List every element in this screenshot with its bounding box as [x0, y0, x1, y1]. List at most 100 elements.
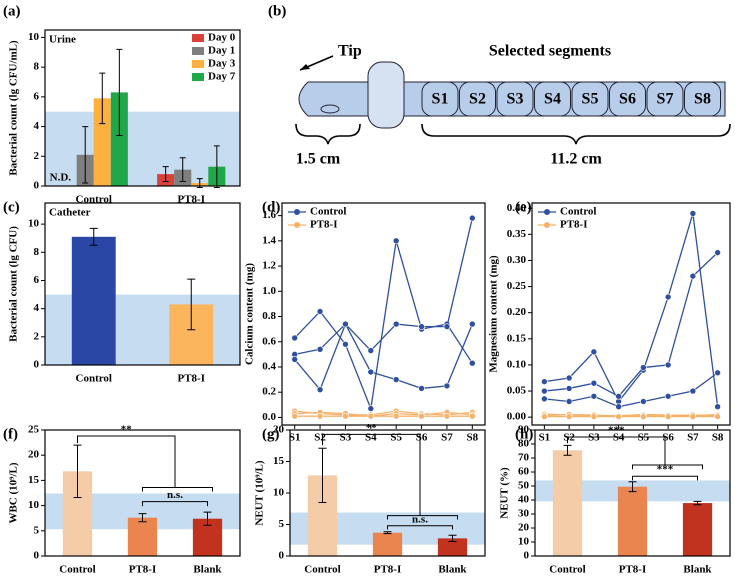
- data-line: [294, 217, 473, 356]
- legend-label: PT8-I: [560, 219, 588, 231]
- legend-swatch: [192, 60, 204, 68]
- y-tick-label: 25: [28, 424, 40, 436]
- x-tick-label: S3: [588, 432, 600, 444]
- x-tick-label: S6: [416, 432, 428, 444]
- subtitle: Catheter: [49, 207, 91, 219]
- data-point: [590, 379, 598, 387]
- segment: [684, 81, 721, 117]
- segment-label: S4: [544, 91, 561, 108]
- subtitle: Urine: [49, 34, 76, 46]
- y-tick-label: 8: [34, 61, 40, 73]
- data-line: [294, 410, 473, 416]
- segment-label: S2: [469, 91, 486, 108]
- x-tick-label: S8: [467, 432, 479, 444]
- tip-hole: [320, 104, 340, 114]
- y-tick-label: 0: [34, 180, 40, 192]
- data-point: [615, 413, 622, 420]
- error-bar: [82, 126, 89, 184]
- data-line: [544, 413, 718, 417]
- plot-frame: [281, 202, 486, 426]
- plot-frame: [44, 429, 241, 557]
- legend-swatch: [192, 47, 204, 55]
- data-point: [714, 403, 721, 411]
- data-line: [294, 240, 473, 412]
- x-tick-label: Blank: [193, 564, 222, 576]
- y-tick-label: 0.0: [262, 411, 276, 423]
- y-tick-label: 0.10: [507, 358, 527, 370]
- segment: [421, 81, 459, 117]
- plot-frame: [44, 29, 241, 187]
- significance-bracket: [322, 433, 458, 520]
- x-tick-label: S2: [314, 432, 326, 444]
- bar: [93, 98, 111, 186]
- y-tick-label: 30: [518, 508, 530, 520]
- data-point: [565, 385, 573, 392]
- error-bar: [203, 511, 212, 526]
- bar: [71, 236, 116, 365]
- bar: [617, 486, 648, 556]
- y-tick-label: 0: [279, 550, 285, 562]
- panel-label: (d): [262, 199, 280, 215]
- significance-bracket: [567, 436, 703, 470]
- y-tick-label: 0.40: [507, 202, 527, 214]
- y-tick-label: 0.20: [507, 306, 527, 318]
- y-axis-label: Calcium content (mg): [244, 263, 256, 365]
- x-tick-label: Control: [304, 564, 340, 576]
- legend-swatch: [192, 34, 204, 42]
- data-point: [418, 323, 425, 330]
- data-point: [664, 361, 672, 369]
- x-tick-label: S7: [441, 432, 453, 444]
- y-tick-label: 1.4: [262, 234, 276, 246]
- data-point: [291, 356, 298, 363]
- segment-label: S8: [694, 91, 711, 108]
- panel-label: (h): [515, 426, 533, 442]
- error-bar: [162, 166, 169, 183]
- tip-length: 1.5 cm: [296, 151, 341, 168]
- data-point: [615, 392, 622, 400]
- data-point: [342, 340, 349, 348]
- data-point: [714, 249, 721, 256]
- segment: [534, 81, 571, 117]
- y-tick-label: 0.30: [507, 254, 527, 266]
- data-point: [469, 412, 476, 420]
- y-tick-label: 0: [34, 550, 40, 562]
- data-point: [469, 320, 476, 328]
- catheter-diagram: (b) Selected segments Tip 1.5 cm 11.2 cm…: [268, 3, 731, 168]
- segments: S1 S2 S3 S4 S5 S6 S7 S8: [421, 81, 721, 117]
- significance-label: n.s.: [412, 513, 428, 525]
- significance-bracket: [387, 525, 453, 530]
- data-point: [590, 392, 598, 400]
- y-tick-label: 2: [34, 330, 40, 342]
- data-line: [544, 213, 719, 407]
- data-point: [316, 308, 324, 315]
- bar: [552, 450, 583, 556]
- data-point: [640, 398, 647, 405]
- annotation: N.D.: [50, 172, 72, 184]
- error-bar: [73, 444, 82, 499]
- y-tick-label: 0.4: [262, 361, 276, 373]
- data-point: [664, 392, 672, 400]
- brace: [421, 123, 731, 145]
- panel-label: (a): [3, 3, 21, 19]
- data-point: [565, 413, 573, 420]
- legend-label: Control: [560, 206, 596, 218]
- x-tick-label: S4: [613, 432, 625, 444]
- error-bar: [179, 157, 186, 183]
- segment: [609, 81, 646, 117]
- error-bar: [563, 444, 572, 456]
- data-line: [544, 372, 719, 408]
- data-point: [316, 412, 324, 420]
- data-point: [392, 320, 400, 328]
- y-tick-label: 1.6: [262, 209, 276, 221]
- data-point: [541, 387, 548, 395]
- data-point: [342, 412, 349, 420]
- segment-label: S5: [582, 91, 599, 108]
- legend-marker: [544, 222, 550, 228]
- segments-length: 11.2 cm: [550, 151, 602, 168]
- data-point: [469, 359, 476, 367]
- x-tick-label: PT8-I: [178, 194, 206, 206]
- y-tick-label: 1.0: [262, 285, 276, 297]
- error-bar: [138, 513, 147, 523]
- plot-frame: [44, 202, 241, 366]
- y-tick-label: 6: [34, 274, 40, 286]
